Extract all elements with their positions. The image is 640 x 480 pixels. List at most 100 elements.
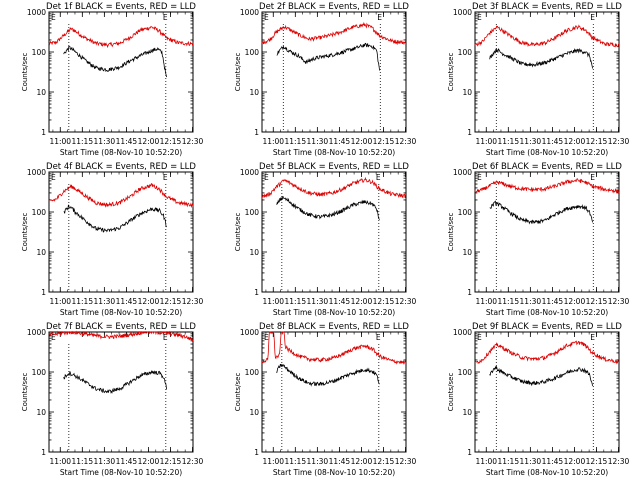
x-tick-label: 11:30 — [94, 297, 116, 306]
x-tick-label: 11:00 — [49, 137, 71, 146]
y-tick-label: 10 — [249, 408, 259, 417]
plot-frame — [474, 171, 620, 293]
corner-mark-left: E — [264, 13, 269, 22]
series-line-lld — [48, 330, 194, 343]
corner-mark-left: E — [51, 13, 56, 22]
y-tick-label: 1 — [254, 288, 259, 297]
corner-mark-right: E — [590, 173, 595, 182]
panel-title: Det 9f BLACK = Events, RED = LLD — [472, 322, 622, 332]
x-tick-label: 12:30 — [395, 137, 417, 146]
x-tick-label: 12:15 — [160, 137, 182, 146]
x-tick-label: 11:45 — [542, 457, 564, 466]
x-tick-label: 12:00 — [564, 457, 586, 466]
x-tick-label: 11:15 — [71, 297, 93, 306]
x-tick-label: 12:15 — [586, 297, 608, 306]
corner-mark-right: E — [377, 13, 382, 22]
x-axis-title: Start Time (08-Nov-10 10:52:20) — [60, 148, 182, 157]
y-tick-label: 1000 — [27, 8, 46, 17]
x-tick-label: 12:00 — [351, 297, 373, 306]
plot-frame — [261, 11, 407, 133]
y-tick-label: 10 — [36, 248, 46, 257]
panel-title: Det 7f BLACK = Events, RED = LLD — [46, 322, 196, 332]
y-tick-label: 1 — [467, 288, 472, 297]
x-axis-title: Start Time (08-Nov-10 10:52:20) — [273, 308, 395, 317]
x-tick-label: 12:30 — [608, 137, 630, 146]
series-line-lld — [261, 21, 407, 46]
x-axis-title: Start Time (08-Nov-10 10:52:20) — [486, 308, 608, 317]
x-tick-label: 11:15 — [284, 457, 306, 466]
y-tick-label: 10 — [249, 248, 259, 257]
panel-title: Det 4f BLACK = Events, RED = LLD — [46, 162, 196, 172]
x-tick-label: 11:00 — [262, 457, 284, 466]
corner-mark-left: E — [477, 173, 482, 182]
y-axis-title: Counts/sec — [234, 373, 242, 412]
series-line-lld — [474, 24, 620, 48]
y-tick-label: 100 — [32, 48, 47, 57]
panel-det-8: Det 8f BLACK = Events, RED = LLD 1 10 100 10… — [234, 322, 417, 477]
x-tick-label: 11:15 — [284, 137, 306, 146]
y-tick-label: 1000 — [453, 328, 472, 337]
y-tick-label: 100 — [458, 48, 473, 57]
panel-det-6: Det 6f BLACK = Events, RED = LLD 1 10 100 10… — [447, 162, 630, 317]
series-line-lld — [48, 182, 194, 209]
series-line-lld — [48, 26, 194, 49]
plot-frame — [261, 331, 407, 453]
y-tick-label: 1 — [467, 128, 472, 137]
x-tick-label: 12:15 — [373, 297, 395, 306]
corner-mark-left: E — [477, 333, 482, 342]
x-axis-title: Start Time (08-Nov-10 10:52:20) — [273, 148, 395, 157]
series-line-events — [276, 195, 380, 220]
x-axis-title: Start Time (08-Nov-10 10:52:20) — [60, 308, 182, 317]
y-axis-title: Counts/sec — [21, 213, 29, 252]
y-tick-label: 100 — [32, 368, 47, 377]
y-tick-label: 1 — [467, 448, 472, 457]
x-tick-label: 11:00 — [475, 457, 497, 466]
x-tick-label: 11:15 — [497, 457, 519, 466]
y-tick-label: 100 — [245, 368, 260, 377]
y-axis-title: Counts/sec — [447, 53, 455, 92]
x-axis-title: Start Time (08-Nov-10 10:52:20) — [60, 468, 182, 477]
y-tick-label: 100 — [32, 208, 47, 217]
plot-frame — [261, 171, 407, 293]
corner-mark-left: E — [51, 173, 56, 182]
x-tick-label: 12:30 — [608, 457, 630, 466]
x-tick-label: 11:00 — [49, 297, 71, 306]
series-line-events — [489, 200, 593, 225]
x-tick-label: 11:30 — [94, 457, 116, 466]
x-tick-label: 11:00 — [262, 297, 284, 306]
x-tick-label: 12:15 — [373, 137, 395, 146]
y-tick-label: 100 — [245, 208, 260, 217]
x-tick-label: 12:30 — [182, 457, 204, 466]
panel-title: Det 3f BLACK = Events, RED = LLD — [472, 2, 622, 12]
corner-mark-right: E — [163, 333, 168, 342]
x-tick-label: 11:30 — [307, 457, 329, 466]
x-tick-label: 12:15 — [160, 297, 182, 306]
plot-frame — [48, 11, 194, 133]
y-tick-label: 1000 — [27, 328, 46, 337]
panel-det-7: Det 7f BLACK = Events, RED = LLD 1 10 100 10… — [21, 322, 204, 477]
x-tick-label: 11:15 — [71, 457, 93, 466]
x-tick-label: 12:15 — [586, 457, 608, 466]
y-tick-label: 100 — [458, 368, 473, 377]
x-tick-label: 12:15 — [586, 137, 608, 146]
y-tick-label: 1 — [41, 448, 46, 457]
corner-mark-right: E — [163, 13, 168, 22]
y-tick-label: 1000 — [240, 168, 259, 177]
corner-mark-right: E — [590, 333, 595, 342]
x-tick-label: 12:15 — [160, 457, 182, 466]
series-line-events — [276, 363, 380, 387]
x-tick-label: 12:15 — [373, 457, 395, 466]
x-tick-label: 12:00 — [564, 137, 586, 146]
x-tick-label: 11:30 — [520, 297, 542, 306]
y-tick-label: 1000 — [240, 8, 259, 17]
x-tick-label: 11:30 — [94, 137, 116, 146]
plot-frame — [474, 11, 620, 133]
x-tick-label: 12:00 — [351, 137, 373, 146]
x-tick-label: 12:30 — [395, 297, 417, 306]
y-tick-label: 10 — [36, 408, 46, 417]
y-axis-title: Counts/sec — [21, 373, 29, 412]
y-tick-label: 1000 — [453, 168, 472, 177]
x-tick-label: 11:30 — [307, 297, 329, 306]
plot-frame — [48, 331, 194, 453]
